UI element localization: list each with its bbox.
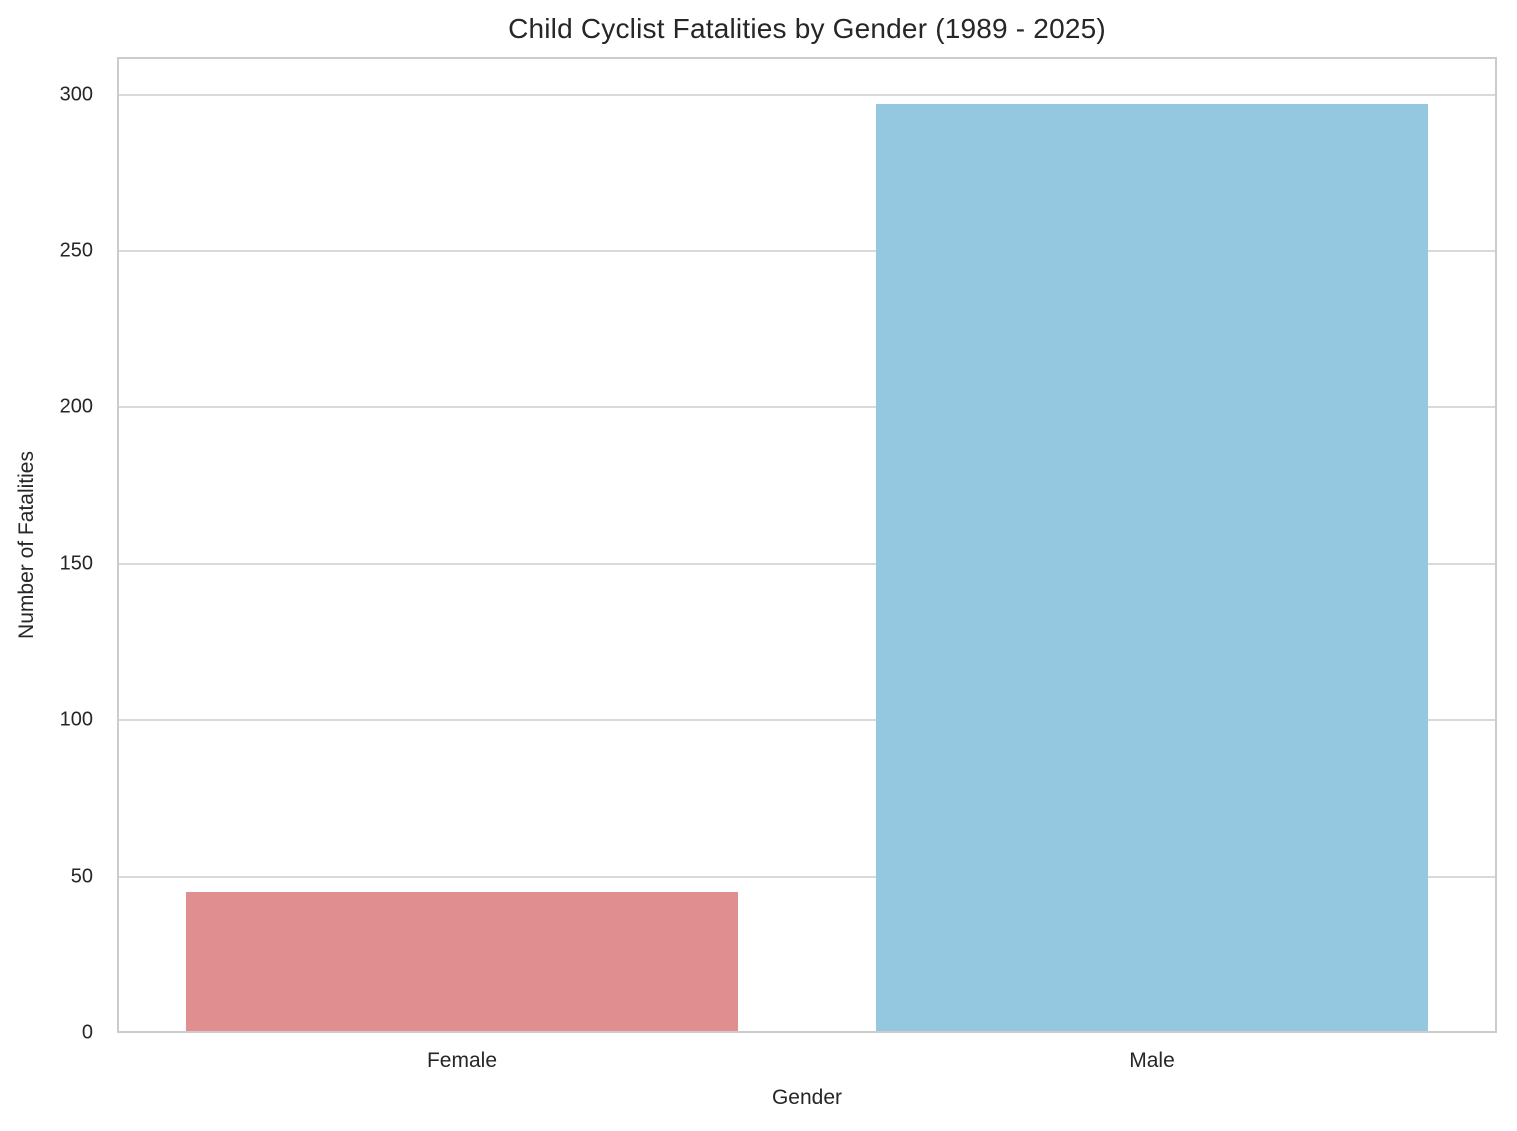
gridline-y300: [117, 93, 1497, 96]
plot-area: [117, 57, 1497, 1033]
gridline-y200: [117, 406, 1497, 409]
gridline-y100: [117, 719, 1497, 722]
gridline-y250: [117, 249, 1497, 252]
y-tick-labels: 0 50 100 150 200 250 300: [0, 57, 105, 1043]
y-tick-label-100: 100: [59, 708, 93, 731]
y-tick-label-50: 50: [70, 865, 93, 888]
bar-male: [876, 103, 1428, 1033]
gridline-y50: [117, 875, 1497, 878]
y-tick-label-200: 200: [59, 395, 93, 418]
y-tick-label-0: 0: [81, 1021, 93, 1044]
x-tick-labels: Female Male: [117, 1049, 1497, 1079]
y-tick-label-250: 250: [59, 239, 93, 262]
x-axis-label: Gender: [771, 1086, 843, 1109]
y-tick-label-300: 300: [59, 83, 93, 106]
chart-title: Child Cyclist Fatalities by Gender (1989…: [508, 13, 1106, 44]
gridline-y150: [117, 562, 1497, 565]
x-tick-label-female: Female: [426, 1049, 498, 1072]
y-tick-label-150: 150: [59, 552, 93, 575]
bar-female: [186, 892, 738, 1033]
x-tick-label-male: Male: [1129, 1049, 1175, 1072]
